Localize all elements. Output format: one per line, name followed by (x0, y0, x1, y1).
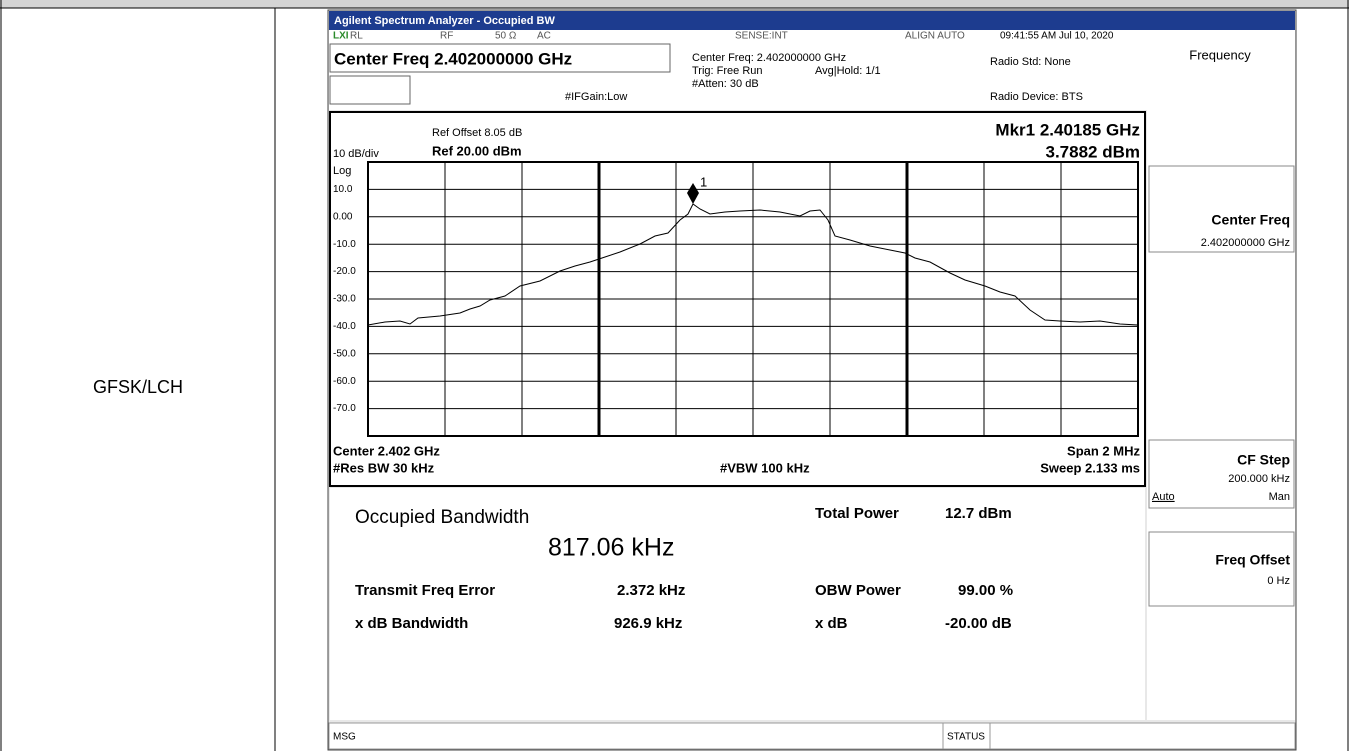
sweep: Sweep 2.133 ms (1040, 460, 1140, 475)
scale: 10 dB/div (333, 148, 379, 160)
softkey-value: 2.402000000 GHz (1201, 237, 1290, 249)
softkey[interactable] (1148, 165, 1295, 253)
ref-offset: Ref Offset 8.05 dB (432, 127, 522, 139)
center: Center 2.402 GHz (333, 443, 440, 458)
title-bar (329, 11, 1295, 30)
softkey-menu: Frequency (1189, 47, 1251, 62)
marker-freq: Mkr1 2.40185 GHz (995, 120, 1140, 139)
center-freq-banner: Center Freq 2.402000000 GHz (334, 49, 572, 68)
setting-avg: Avg|Hold: 1/1 (815, 65, 881, 77)
softkey[interactable] (1148, 531, 1295, 607)
setting-radio-device: Radio Device: BTS (990, 91, 1083, 103)
entry-box (329, 75, 411, 105)
softkey-panel (1147, 30, 1295, 720)
status-rf: RF (440, 31, 453, 42)
y-label: -20.0 (333, 266, 356, 277)
row-label: GFSK/LCH (93, 377, 183, 397)
marker-label: 1 (700, 174, 707, 189)
msg: MSG (333, 732, 356, 743)
xdb-label: x dB (815, 615, 848, 632)
status: STATUS (947, 732, 985, 743)
log: Log (333, 165, 351, 177)
marker-level: 3.7882 dBm (1046, 142, 1141, 161)
results-panel (330, 488, 1145, 720)
settings-panel (329, 30, 1147, 110)
softkey-option: Man (1269, 491, 1290, 503)
y-label: -70.0 (333, 403, 356, 414)
title-text: Agilent Spectrum Analyzer - Occupied BW (334, 15, 555, 27)
xdb: -20.00 dB (945, 615, 1012, 632)
obw-value: 817.06 kHz (548, 534, 674, 562)
y-label: -10.0 (333, 239, 356, 250)
status-bar (328, 722, 1296, 750)
header-row (0, 0, 1349, 8)
obw-power-label: OBW Power (815, 582, 901, 599)
setting-ifgain: #IFGain:Low (565, 91, 627, 103)
trace (367, 203, 1139, 326)
softkey-label: Freq Offset (1215, 552, 1290, 568)
status-impedance: 50 Ω (495, 31, 517, 42)
softkey-value: 200.000 kHz (1228, 473, 1290, 485)
lxi: LXI (333, 31, 349, 42)
obw-power: 99.00 % (958, 582, 1013, 599)
status-coupling: AC (537, 31, 551, 42)
y-label: -60.0 (333, 376, 356, 387)
setting-trig: Trig: Free Run (692, 65, 763, 77)
setting-atten: #Atten: 30 dB (692, 78, 759, 90)
freq-error: 2.372 kHz (617, 582, 685, 599)
freq-error-label: Transmit Freq Error (355, 582, 495, 599)
xdb-bw-label: x dB Bandwidth (355, 615, 468, 632)
softkey-value: 0 Hz (1267, 575, 1290, 587)
xdb-bw: 926.9 kHz (614, 615, 682, 632)
y-label: -30.0 (333, 294, 356, 305)
softkey-label: Center Freq (1211, 212, 1290, 228)
vbw: #VBW 100 kHz (720, 460, 810, 475)
banner-box (329, 43, 671, 73)
softkey[interactable] (1148, 439, 1295, 509)
softkey-label: CF Step (1237, 452, 1290, 468)
y-label: -40.0 (333, 321, 356, 332)
res-bw: #Res BW 30 kHz (333, 460, 435, 475)
status-sense: SENSE:INT (735, 31, 788, 42)
span: Span 2 MHz (1067, 443, 1140, 458)
y-label: 0.00 (333, 211, 353, 222)
total-power-label: Total Power (815, 505, 899, 522)
setting-radio-std: Radio Std: None (990, 56, 1071, 68)
status-time: 09:41:55 AM Jul 10, 2020 (1000, 31, 1114, 42)
softkey-option: Auto (1152, 491, 1175, 503)
marker-diamond (687, 183, 699, 204)
y-label: 10.0 (333, 184, 353, 195)
graticule: 10.0 0.00 -10.0 -20.0 -30.0 -40.0 -50.0 -60.0 -7… (333, 161, 1139, 437)
y-label: -50.0 (333, 348, 356, 359)
analyzer-screen: Agilent Spectrum Analyzer - Occupied BW … (327, 9, 1297, 751)
total-power: 12.7 dBm (945, 505, 1012, 522)
ref-level: Ref 20.00 dBm (432, 143, 522, 158)
status-rl: RL (350, 31, 363, 42)
obw-heading: Occupied Bandwidth (355, 507, 529, 528)
setting-center: Center Freq: 2.402000000 GHz (692, 52, 846, 64)
status-align: ALIGN AUTO (905, 31, 965, 42)
